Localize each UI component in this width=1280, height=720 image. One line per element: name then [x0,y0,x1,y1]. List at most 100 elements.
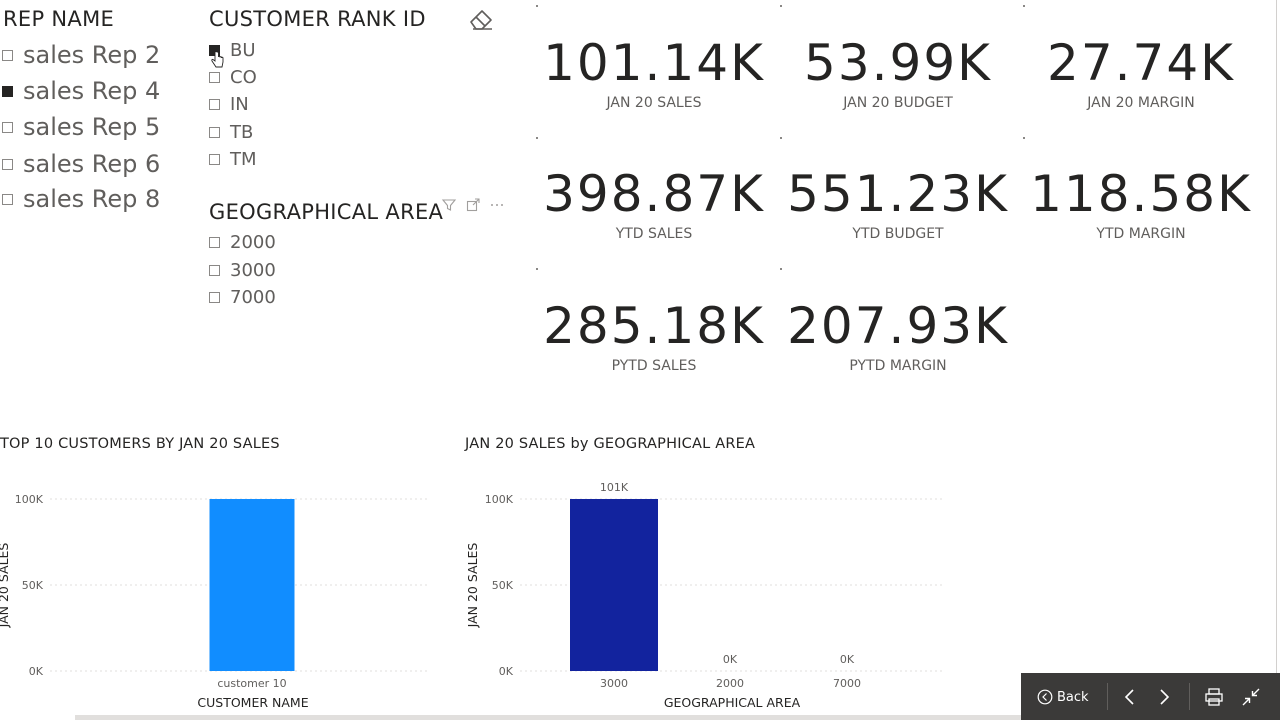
kpi-card-jan20-sales: 101.14K JAN 20 SALES [534,35,774,111]
rank-option[interactable]: CO [209,65,257,89]
rep-option-label: sales Rep 6 [23,150,161,178]
data-label: 0K [840,653,855,666]
checkbox[interactable] [209,264,220,276]
print-icon[interactable] [1204,687,1224,707]
rank-option-label: CO [230,66,257,88]
checkbox[interactable] [209,126,220,138]
rep-option[interactable]: sales Rep 8 [0,181,160,217]
kpi-card-jan20-margin: 27.74K JAN 20 MARGIN [1021,35,1261,111]
rep-option-label: sales Rep 4 [23,77,161,105]
filter-icon[interactable] [441,197,457,213]
checkbox[interactable] [209,98,220,110]
rank-option-label: IN [230,93,249,115]
rep-option-label: sales Rep 8 [23,185,161,213]
bar[interactable] [570,499,658,671]
geo-option-label: 3000 [230,259,276,281]
kpi-label: JAN 20 SALES [606,95,702,111]
more-options-icon[interactable] [489,197,505,213]
x-axis-title: CUSTOMER NAME [197,695,308,710]
kpi-label: YTD BUDGET [852,226,944,242]
checkbox[interactable] [209,291,220,303]
previous-page-icon[interactable] [1121,687,1139,707]
rep-option[interactable]: sales Rep 6 [0,146,160,182]
checkbox[interactable] [2,121,13,133]
checkbox-checked[interactable] [209,44,220,56]
rank-slicer-title: CUSTOMER RANK ID [209,7,426,31]
kpi-value: 118.58K [1030,165,1252,223]
kpi-label: JAN 20 BUDGET [843,95,953,111]
x-tick-label: 3000 [600,677,628,690]
back-label: Back [1057,689,1089,705]
rank-option-label: TM [230,148,257,170]
y-tick-label: 0K [499,665,514,678]
kpi-value: 551.23K [787,165,1009,223]
kpi-label: YTD SALES [615,226,693,242]
kpi-label: YTD MARGIN [1096,226,1186,242]
kpi-label: PYTD SALES [611,358,697,374]
rank-option[interactable]: BU [209,38,256,62]
x-tick-label: 2000 [716,677,744,690]
y-tick-label: 50K [492,579,514,592]
checkbox[interactable] [2,158,13,170]
next-page-icon[interactable] [1155,687,1173,707]
checkbox[interactable] [209,71,220,83]
checkbox[interactable] [209,236,220,248]
kpi-value: 285.18K [543,297,765,355]
data-label: 0K [723,653,738,666]
exit-fullscreen-icon[interactable] [1241,687,1261,707]
geo-slicer-title: GEOGRAPHICAL AREA [209,200,444,224]
y-tick-label: 100K [15,493,44,506]
checkbox-checked[interactable] [2,85,13,97]
kpi-label: JAN 20 MARGIN [1087,95,1195,111]
kpi-value: 53.99K [804,34,992,92]
hand-cursor-icon [211,51,224,68]
kpi-card-pytd-margin: 207.93K PYTD MARGIN [778,298,1018,374]
checkbox[interactable] [2,193,13,205]
kpi-value: 27.74K [1047,34,1235,92]
geo-option-label: 2000 [230,231,276,253]
checkbox[interactable] [2,49,13,61]
focus-mode-icon[interactable] [465,197,481,213]
geo-option[interactable]: 2000 [209,230,276,254]
geo-option[interactable]: 3000 [209,258,276,282]
top-customers-bar-chart: 0K 50K 100K JAN 20 SALES customer 10 CUSTOMER… [0,493,430,710]
rep-option[interactable]: sales Rep 5 [0,109,160,145]
kpi-card-pytd-sales: 285.18K PYTD SALES [534,298,774,374]
y-axis-title: JAN 20 SALES [0,543,11,629]
bar[interactable] [209,499,295,671]
y-axis-title: JAN 20 SALES [465,543,480,629]
horizontal-scrollbar[interactable] [75,715,1021,720]
back-circle-icon [1037,689,1053,705]
kpi-label: PYTD MARGIN [849,358,947,374]
rank-option[interactable]: IN [209,92,249,116]
geo-option[interactable]: 7000 [209,285,276,309]
kpi-card-ytd-budget: 551.23K YTD BUDGET [778,166,1018,242]
rep-option[interactable]: sales Rep 4 [0,73,160,109]
rank-option-label: TB [230,121,254,143]
x-tick-label: customer 10 [217,677,286,690]
rep-option-label: sales Rep 5 [23,113,161,141]
report-navbar: Back [1021,673,1280,720]
data-label: 101K [600,481,629,494]
back-button[interactable]: Back [1037,686,1089,708]
kpi-card-ytd-margin: 118.58K YTD MARGIN [1021,166,1261,242]
rank-option[interactable]: TB [209,120,253,144]
rep-slicer-title: REP NAME [3,7,115,31]
kpi-value: 207.93K [787,297,1009,355]
rank-option-label: BU [230,39,256,61]
sales-by-geo-bar-chart: 0K 50K 100K JAN 20 SALES 3000 101K 2000 0K 7000 0… [465,481,944,710]
eraser-icon[interactable] [467,6,495,32]
rep-option[interactable]: sales Rep 2 [0,37,160,73]
chart-title: TOP 10 CUSTOMERS BY JAN 20 SALES [0,436,280,452]
geo-option-label: 7000 [230,286,276,308]
x-tick-label: 7000 [833,677,861,690]
x-axis-title: GEOGRAPHICAL AREA [664,695,801,710]
kpi-card-jan20-budget: 53.99K JAN 20 BUDGET [778,35,1018,111]
kpi-card-ytd-sales: 398.87K YTD SALES [534,166,774,242]
kpi-value: 101.14K [543,34,765,92]
y-tick-label: 0K [29,665,44,678]
chart-title: JAN 20 SALES by GEOGRAPHICAL AREA [465,436,756,452]
checkbox[interactable] [209,153,220,165]
vertical-scrollbar[interactable] [1276,0,1277,673]
rank-option[interactable]: TM [209,147,257,171]
